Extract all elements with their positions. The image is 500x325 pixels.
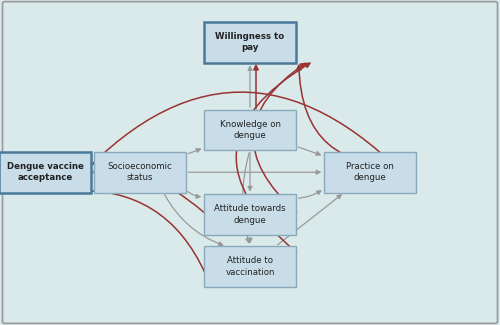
FancyBboxPatch shape — [324, 152, 416, 192]
FancyBboxPatch shape — [204, 246, 296, 287]
Text: Dengue vaccine
acceptance: Dengue vaccine acceptance — [6, 162, 84, 182]
FancyBboxPatch shape — [0, 152, 91, 192]
FancyBboxPatch shape — [204, 194, 296, 235]
Text: Attitude to
vaccination: Attitude to vaccination — [225, 256, 275, 277]
Text: Willingness to
pay: Willingness to pay — [216, 32, 284, 52]
FancyBboxPatch shape — [204, 110, 296, 150]
Text: Socioeconomic
status: Socioeconomic status — [108, 162, 172, 182]
FancyBboxPatch shape — [204, 22, 296, 62]
Text: Attitude towards
dengue: Attitude towards dengue — [214, 204, 286, 225]
FancyBboxPatch shape — [2, 2, 498, 323]
Text: Knowledge on
dengue: Knowledge on dengue — [220, 120, 280, 140]
FancyBboxPatch shape — [94, 152, 186, 192]
Text: Practice on
dengue: Practice on dengue — [346, 162, 394, 182]
